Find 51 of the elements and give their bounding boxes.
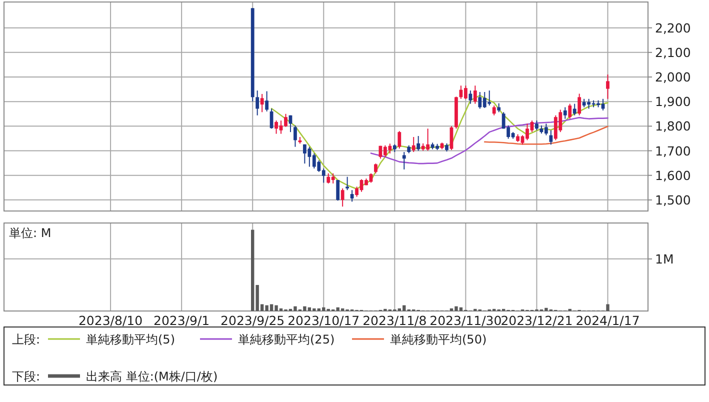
annotation: 単位: M: [9, 226, 52, 240]
y-tick-label: 1,500: [655, 192, 691, 208]
legend-label: 単純移動平均(50): [390, 332, 487, 346]
candlestick: [578, 93, 582, 116]
x-tick-label: 2023/11/30: [430, 313, 502, 328]
candlestick: [336, 180, 340, 202]
legend-title: 下段:: [12, 370, 40, 384]
candlestick: [260, 93, 264, 113]
candlestick: [340, 188, 344, 208]
candlestick: [256, 90, 260, 116]
candlestick: [473, 85, 477, 104]
legend-label: 出来高 単位:(M株/口/枚): [86, 370, 218, 384]
candlestick: [606, 74, 610, 100]
legend-label: 単純移動平均(25): [238, 332, 335, 346]
y-tick-label: 2,100: [655, 44, 691, 60]
candlestick: [468, 90, 472, 104]
candlestick: [544, 123, 548, 136]
y-tick-label: 2,200: [655, 20, 691, 36]
candlestick: [412, 136, 416, 152]
x-tick-label: 2023/9/1: [154, 313, 210, 328]
candlestick: [350, 190, 354, 202]
x-tick-label: 2023/12/21: [500, 313, 573, 328]
legend-title: 上段:: [12, 332, 40, 346]
line-series: [484, 126, 608, 145]
legend-label: 単純移動平均(5): [86, 332, 175, 346]
candlestick: [535, 120, 538, 131]
y-tick-label: 1M: [655, 251, 674, 266]
x-tick-label: 2024/1/17: [576, 313, 640, 328]
y-tick-label: 1,800: [655, 118, 691, 134]
candlestick: [402, 151, 406, 170]
candlestick: [374, 163, 378, 174]
candlestick: [563, 106, 567, 120]
y-tick-label: 2,000: [655, 69, 691, 84]
x-tick-label: 2023/9/25: [220, 313, 285, 328]
y-tick-label: 1,700: [655, 143, 691, 158]
candlestick: [398, 130, 402, 150]
candlestick: [294, 124, 297, 148]
candlestick: [464, 85, 468, 100]
candlestick: [346, 176, 350, 191]
candlestick: [572, 103, 576, 116]
x-tick-label: 2023/10/17: [288, 313, 360, 328]
candlestick: [416, 136, 420, 152]
legend: 下段: 出来高 単位:(M株/口/枚): [12, 370, 218, 384]
x-tick-label: 2023/11/8: [362, 313, 427, 328]
candlestick: [568, 103, 572, 120]
candlestick: [492, 105, 496, 116]
candlestick: [549, 130, 553, 146]
candlestick: [265, 90, 269, 112]
y-tick-label: 1,900: [655, 94, 691, 110]
x-tick-label: 2023/8/10: [78, 313, 143, 328]
y-tick-label: 1,600: [655, 168, 691, 183]
